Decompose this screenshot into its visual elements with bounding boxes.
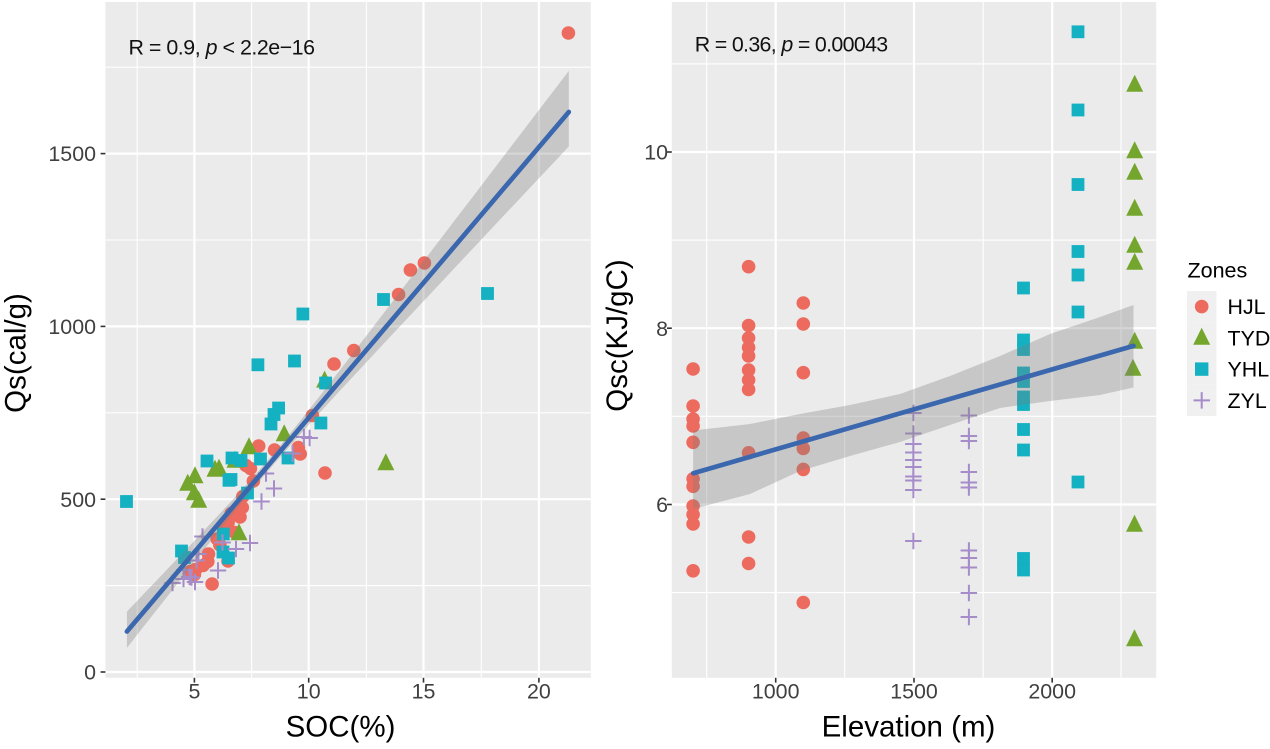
svg-text:1000: 1000 (752, 679, 800, 703)
svg-text:5: 5 (188, 679, 200, 703)
svg-text:10: 10 (644, 141, 668, 165)
svg-text:2000: 2000 (1028, 679, 1076, 703)
svg-text:20: 20 (527, 679, 551, 703)
svg-text:15: 15 (412, 679, 436, 703)
svg-text:TYD: TYD (1228, 327, 1270, 351)
svg-text:ZYL: ZYL (1228, 389, 1267, 413)
svg-text:R = 0.9, p < 2.2e−16: R = 0.9, p < 2.2e−16 (129, 36, 316, 60)
svg-text:1000: 1000 (48, 315, 96, 339)
svg-text:1500: 1500 (890, 679, 938, 703)
svg-text:YHL: YHL (1228, 358, 1270, 382)
svg-text:8: 8 (656, 317, 668, 341)
svg-text:Qsc(KJ/gC): Qsc(KJ/gC) (601, 259, 634, 411)
svg-text:Qs(cal/g): Qs(cal/g) (0, 293, 33, 413)
svg-text:Elevation (m): Elevation (m) (822, 711, 996, 744)
svg-text:Zones: Zones (1188, 259, 1248, 283)
svg-text:500: 500 (60, 488, 96, 512)
svg-text:10: 10 (297, 679, 321, 703)
svg-text:R = 0.36, p = 0.00043: R = 0.36, p = 0.00043 (695, 32, 889, 56)
svg-text:6: 6 (656, 493, 668, 517)
svg-text:1500: 1500 (48, 142, 96, 166)
svg-text:HJL: HJL (1228, 295, 1266, 319)
svg-text:0: 0 (84, 661, 96, 685)
svg-text:SOC(%): SOC(%) (286, 711, 396, 744)
